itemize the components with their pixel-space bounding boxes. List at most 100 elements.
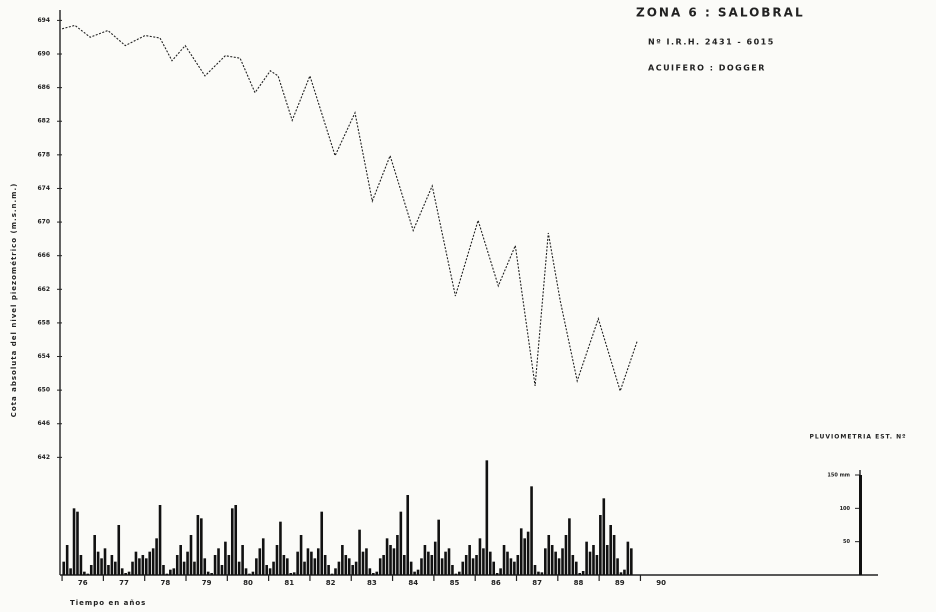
rain-bar	[296, 551, 299, 575]
rain-bar	[482, 548, 485, 575]
rain-bar	[533, 565, 537, 575]
rain-bar	[485, 460, 489, 575]
rain-bar	[416, 569, 420, 575]
rain-bar	[623, 569, 626, 575]
rain-bar	[268, 568, 272, 575]
rain-bar	[389, 545, 392, 575]
level-line	[61, 24, 638, 393]
rain-legend-title: PLUVIOMETRIA EST. Nº	[810, 434, 907, 441]
rain-bar	[464, 555, 468, 575]
rain-bar	[530, 486, 533, 575]
rain-bar	[65, 545, 69, 575]
rain-bar	[93, 535, 96, 575]
x-tick-label: 79	[202, 579, 212, 587]
rain-bar	[310, 551, 313, 575]
rain-bar	[385, 538, 389, 575]
rain-bar	[244, 568, 248, 575]
rain-bar	[458, 571, 461, 575]
rain-bar	[323, 555, 327, 575]
rain-bar	[230, 508, 234, 575]
rain-bar	[248, 573, 251, 575]
rain-bar	[255, 558, 258, 575]
x-tick-label: 85	[450, 579, 460, 587]
rain-bar	[69, 568, 72, 575]
rain-bar	[372, 573, 375, 575]
rain-bar	[258, 548, 262, 575]
rain-bar	[62, 561, 66, 575]
rain-bar	[523, 538, 526, 575]
rain-bar	[471, 558, 475, 575]
rain-bar	[547, 535, 551, 575]
rain-bar	[540, 572, 544, 575]
rain-bar	[581, 571, 585, 575]
y-tick-label: 674	[37, 185, 50, 192]
rain-bar	[341, 545, 344, 575]
rain-bar	[320, 511, 324, 575]
y-tick-label: 642	[37, 454, 50, 461]
rain-bar	[409, 561, 413, 575]
rain-bar	[265, 565, 268, 575]
rain-bar	[124, 573, 127, 575]
rain-bar	[175, 555, 179, 575]
rain-bar	[193, 561, 196, 575]
y-tick-label: 682	[37, 118, 50, 125]
rain-bar	[316, 548, 320, 575]
annotation: Nº I.R.H. 2431 - 6015	[648, 38, 775, 47]
y-tick-label: 690	[37, 51, 50, 58]
rain-bar	[83, 571, 86, 575]
y-tick-label: 650	[37, 387, 50, 394]
rain-bar	[158, 505, 162, 575]
rain-bar	[578, 573, 582, 575]
x-tick-label: 81	[284, 579, 294, 587]
rain-bar	[378, 558, 382, 575]
rain-bar	[592, 545, 595, 575]
rain-bar	[189, 535, 193, 575]
rain-bar	[361, 551, 365, 575]
rain-bar	[107, 565, 110, 575]
rain-bar	[86, 573, 90, 575]
rain-bar	[437, 519, 440, 575]
rain-bar	[89, 565, 93, 575]
rain-bar	[286, 558, 289, 575]
rain-bar	[626, 541, 630, 575]
rain-bar	[347, 558, 351, 575]
rain-bar	[217, 548, 220, 575]
x-tick-label: 76	[78, 579, 88, 587]
rain-bar	[499, 568, 502, 575]
rain-bar	[544, 548, 547, 575]
rain-bar	[554, 551, 557, 575]
rain-bar	[451, 565, 454, 575]
rain-bar	[148, 551, 152, 575]
rain-bar	[282, 555, 286, 575]
rain-bar	[72, 508, 76, 575]
rain-bar	[337, 561, 341, 575]
rain-bar	[406, 495, 410, 575]
rain-bar	[234, 505, 238, 575]
rain-bar	[616, 558, 619, 575]
rain-bar	[76, 511, 79, 575]
rain-bar	[186, 551, 189, 575]
rain-bar	[574, 561, 578, 575]
x-tick-label: 86	[491, 579, 501, 587]
rain-bar	[420, 558, 423, 575]
x-tick-label: 84	[408, 579, 418, 587]
rain-bar	[100, 558, 103, 575]
rain-bar	[313, 558, 317, 575]
rain-bar	[261, 538, 265, 575]
rain-bar	[127, 571, 131, 575]
rain-bar	[602, 498, 606, 575]
rain-bar	[399, 511, 403, 575]
rain-bar	[169, 569, 172, 575]
y-tick-label: 686	[37, 84, 50, 91]
rain-bar	[585, 541, 588, 575]
rain-bar	[392, 548, 396, 575]
rain-bar	[96, 551, 100, 575]
rain-bar	[179, 545, 182, 575]
rain-bar	[131, 561, 134, 575]
rain-bar	[351, 565, 354, 575]
rain-bar	[478, 538, 482, 575]
rain-bar	[488, 551, 492, 575]
rain-tick-label: 100	[840, 506, 851, 512]
x-tick-label: 77	[119, 579, 129, 587]
rain-bar	[354, 561, 358, 575]
